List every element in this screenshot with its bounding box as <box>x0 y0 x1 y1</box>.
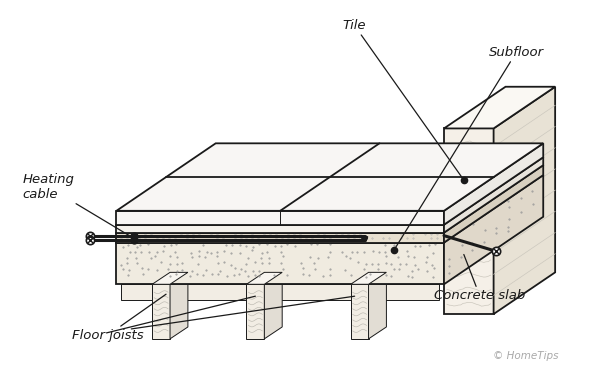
Polygon shape <box>121 284 439 300</box>
Polygon shape <box>116 211 444 225</box>
Text: © HomeTips: © HomeTips <box>493 351 558 361</box>
Polygon shape <box>116 225 444 233</box>
Polygon shape <box>170 272 188 339</box>
Polygon shape <box>152 272 188 284</box>
Text: Subfloor: Subfloor <box>394 46 544 250</box>
Polygon shape <box>116 143 543 211</box>
Polygon shape <box>494 87 555 314</box>
Polygon shape <box>444 157 543 233</box>
Polygon shape <box>116 242 444 284</box>
Polygon shape <box>351 272 386 284</box>
Text: Floor joists: Floor joists <box>72 294 166 342</box>
Polygon shape <box>121 272 457 284</box>
Polygon shape <box>152 284 170 339</box>
Polygon shape <box>444 143 543 225</box>
Polygon shape <box>264 272 282 339</box>
Polygon shape <box>444 87 555 128</box>
Polygon shape <box>444 175 543 284</box>
Text: Heating
cable: Heating cable <box>22 173 129 236</box>
Polygon shape <box>444 128 494 314</box>
Polygon shape <box>368 272 386 339</box>
Polygon shape <box>116 233 444 242</box>
Polygon shape <box>247 284 264 339</box>
Polygon shape <box>247 272 282 284</box>
Polygon shape <box>444 165 543 242</box>
Text: Tile: Tile <box>343 19 464 180</box>
Text: Concrete slab: Concrete slab <box>434 254 525 302</box>
Polygon shape <box>351 284 368 339</box>
